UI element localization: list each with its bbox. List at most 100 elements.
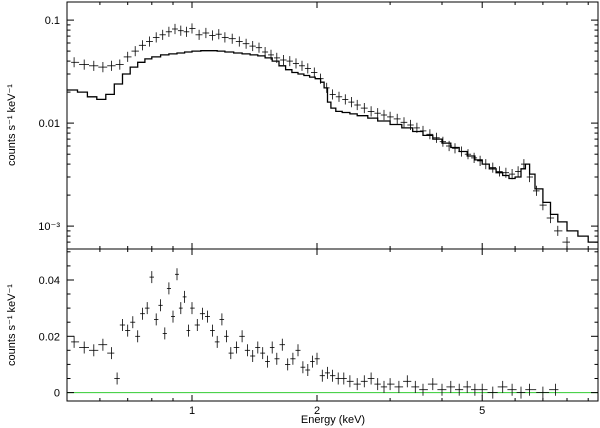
residual-point [525, 383, 537, 396]
residual-point [130, 316, 136, 329]
residual-point [471, 383, 479, 396]
data-point [323, 82, 330, 93]
residual-point [300, 361, 306, 374]
residual-point [260, 347, 266, 360]
residual-point [314, 352, 320, 365]
data-point [172, 23, 178, 35]
spectrum-ylabel: counts s⁻¹ keV⁻¹ [6, 84, 18, 166]
residual-point [265, 355, 270, 368]
data-point [407, 119, 414, 130]
residual-point [171, 310, 175, 323]
residual-point [144, 302, 150, 315]
residual-point [205, 310, 210, 323]
x-axis-label: Energy (keV) [301, 414, 365, 426]
data-point [367, 106, 375, 117]
residual-point [199, 307, 205, 320]
data-point [242, 38, 250, 49]
spectrum-panel: 0.1 0.01 10⁻³ [38, 1, 599, 250]
residual-point [250, 350, 256, 362]
data-point [546, 212, 555, 224]
residual-point [89, 344, 99, 357]
residual-point [228, 347, 234, 360]
data-point [335, 91, 343, 102]
data-point [202, 27, 210, 39]
residual-point [437, 383, 447, 396]
data-point [107, 60, 116, 71]
data-point [131, 46, 139, 57]
data-point [146, 36, 153, 47]
data-point [348, 97, 355, 108]
data-point [317, 73, 324, 84]
y-tick-label: 0.04 [39, 275, 60, 287]
data-point [354, 99, 361, 111]
data-point [249, 41, 256, 52]
residual-point [516, 386, 526, 399]
residual-point [394, 380, 404, 393]
y-tick-label: 10⁻³ [38, 221, 60, 233]
data-point [393, 113, 401, 124]
residual-point [374, 378, 381, 391]
residual-point [427, 378, 438, 391]
residual-point [536, 386, 550, 399]
data-point [183, 26, 190, 37]
x-tick-label: 1 [189, 405, 195, 417]
residual-point [224, 330, 229, 343]
data-point [380, 109, 388, 121]
data-point [433, 132, 440, 143]
data-point [426, 129, 434, 140]
residuals-panel: 1 2 5 0 0.02 0.04 [39, 248, 599, 417]
residual-point [71, 335, 80, 348]
y-tick-label: 0.02 [39, 331, 60, 343]
data-point [215, 29, 222, 40]
data-point [138, 40, 146, 51]
data-point [489, 162, 497, 173]
data-point [482, 159, 490, 170]
residual-point [319, 369, 325, 382]
residual-point [274, 352, 280, 365]
residual-point [162, 327, 167, 340]
data-point [400, 117, 408, 128]
residual-point [285, 358, 291, 371]
residual-point [175, 268, 179, 281]
residual-point [411, 380, 420, 393]
residual-point [295, 344, 301, 357]
data-point [165, 26, 172, 37]
data-point [255, 42, 263, 53]
data-point [458, 146, 465, 157]
y-tick-label: 0.01 [39, 118, 60, 130]
residual-point [330, 369, 336, 382]
data-point [329, 89, 336, 100]
data-point [79, 59, 89, 70]
model-histogram [67, 50, 598, 243]
data-point [477, 155, 483, 166]
residual-point [341, 372, 347, 385]
residual-points [71, 268, 559, 399]
y-tick-label: 0 [54, 388, 60, 400]
residual-point [353, 378, 361, 391]
data-point [342, 94, 349, 105]
data-point [539, 200, 547, 211]
residual-point [335, 372, 341, 385]
residual-point [346, 375, 354, 388]
data-point [115, 59, 124, 70]
data-point [464, 149, 472, 160]
data-points [71, 23, 570, 248]
data-point [471, 152, 478, 163]
data-point [419, 125, 427, 136]
residual-point [98, 338, 108, 351]
data-point [152, 32, 160, 43]
data-point [387, 111, 394, 122]
data-point [311, 67, 318, 78]
residual-point [158, 299, 163, 312]
data-point [177, 25, 184, 36]
data-point [413, 122, 420, 133]
data-point [360, 103, 368, 114]
model-step-line [67, 50, 598, 243]
data-point [98, 62, 108, 73]
residual-point [210, 324, 215, 337]
data-point [89, 60, 99, 71]
data-point [304, 63, 311, 74]
spectrum-ticks: 0.1 0.01 10⁻³ [38, 2, 598, 250]
residual-point [367, 372, 375, 385]
residual-point [310, 355, 315, 368]
